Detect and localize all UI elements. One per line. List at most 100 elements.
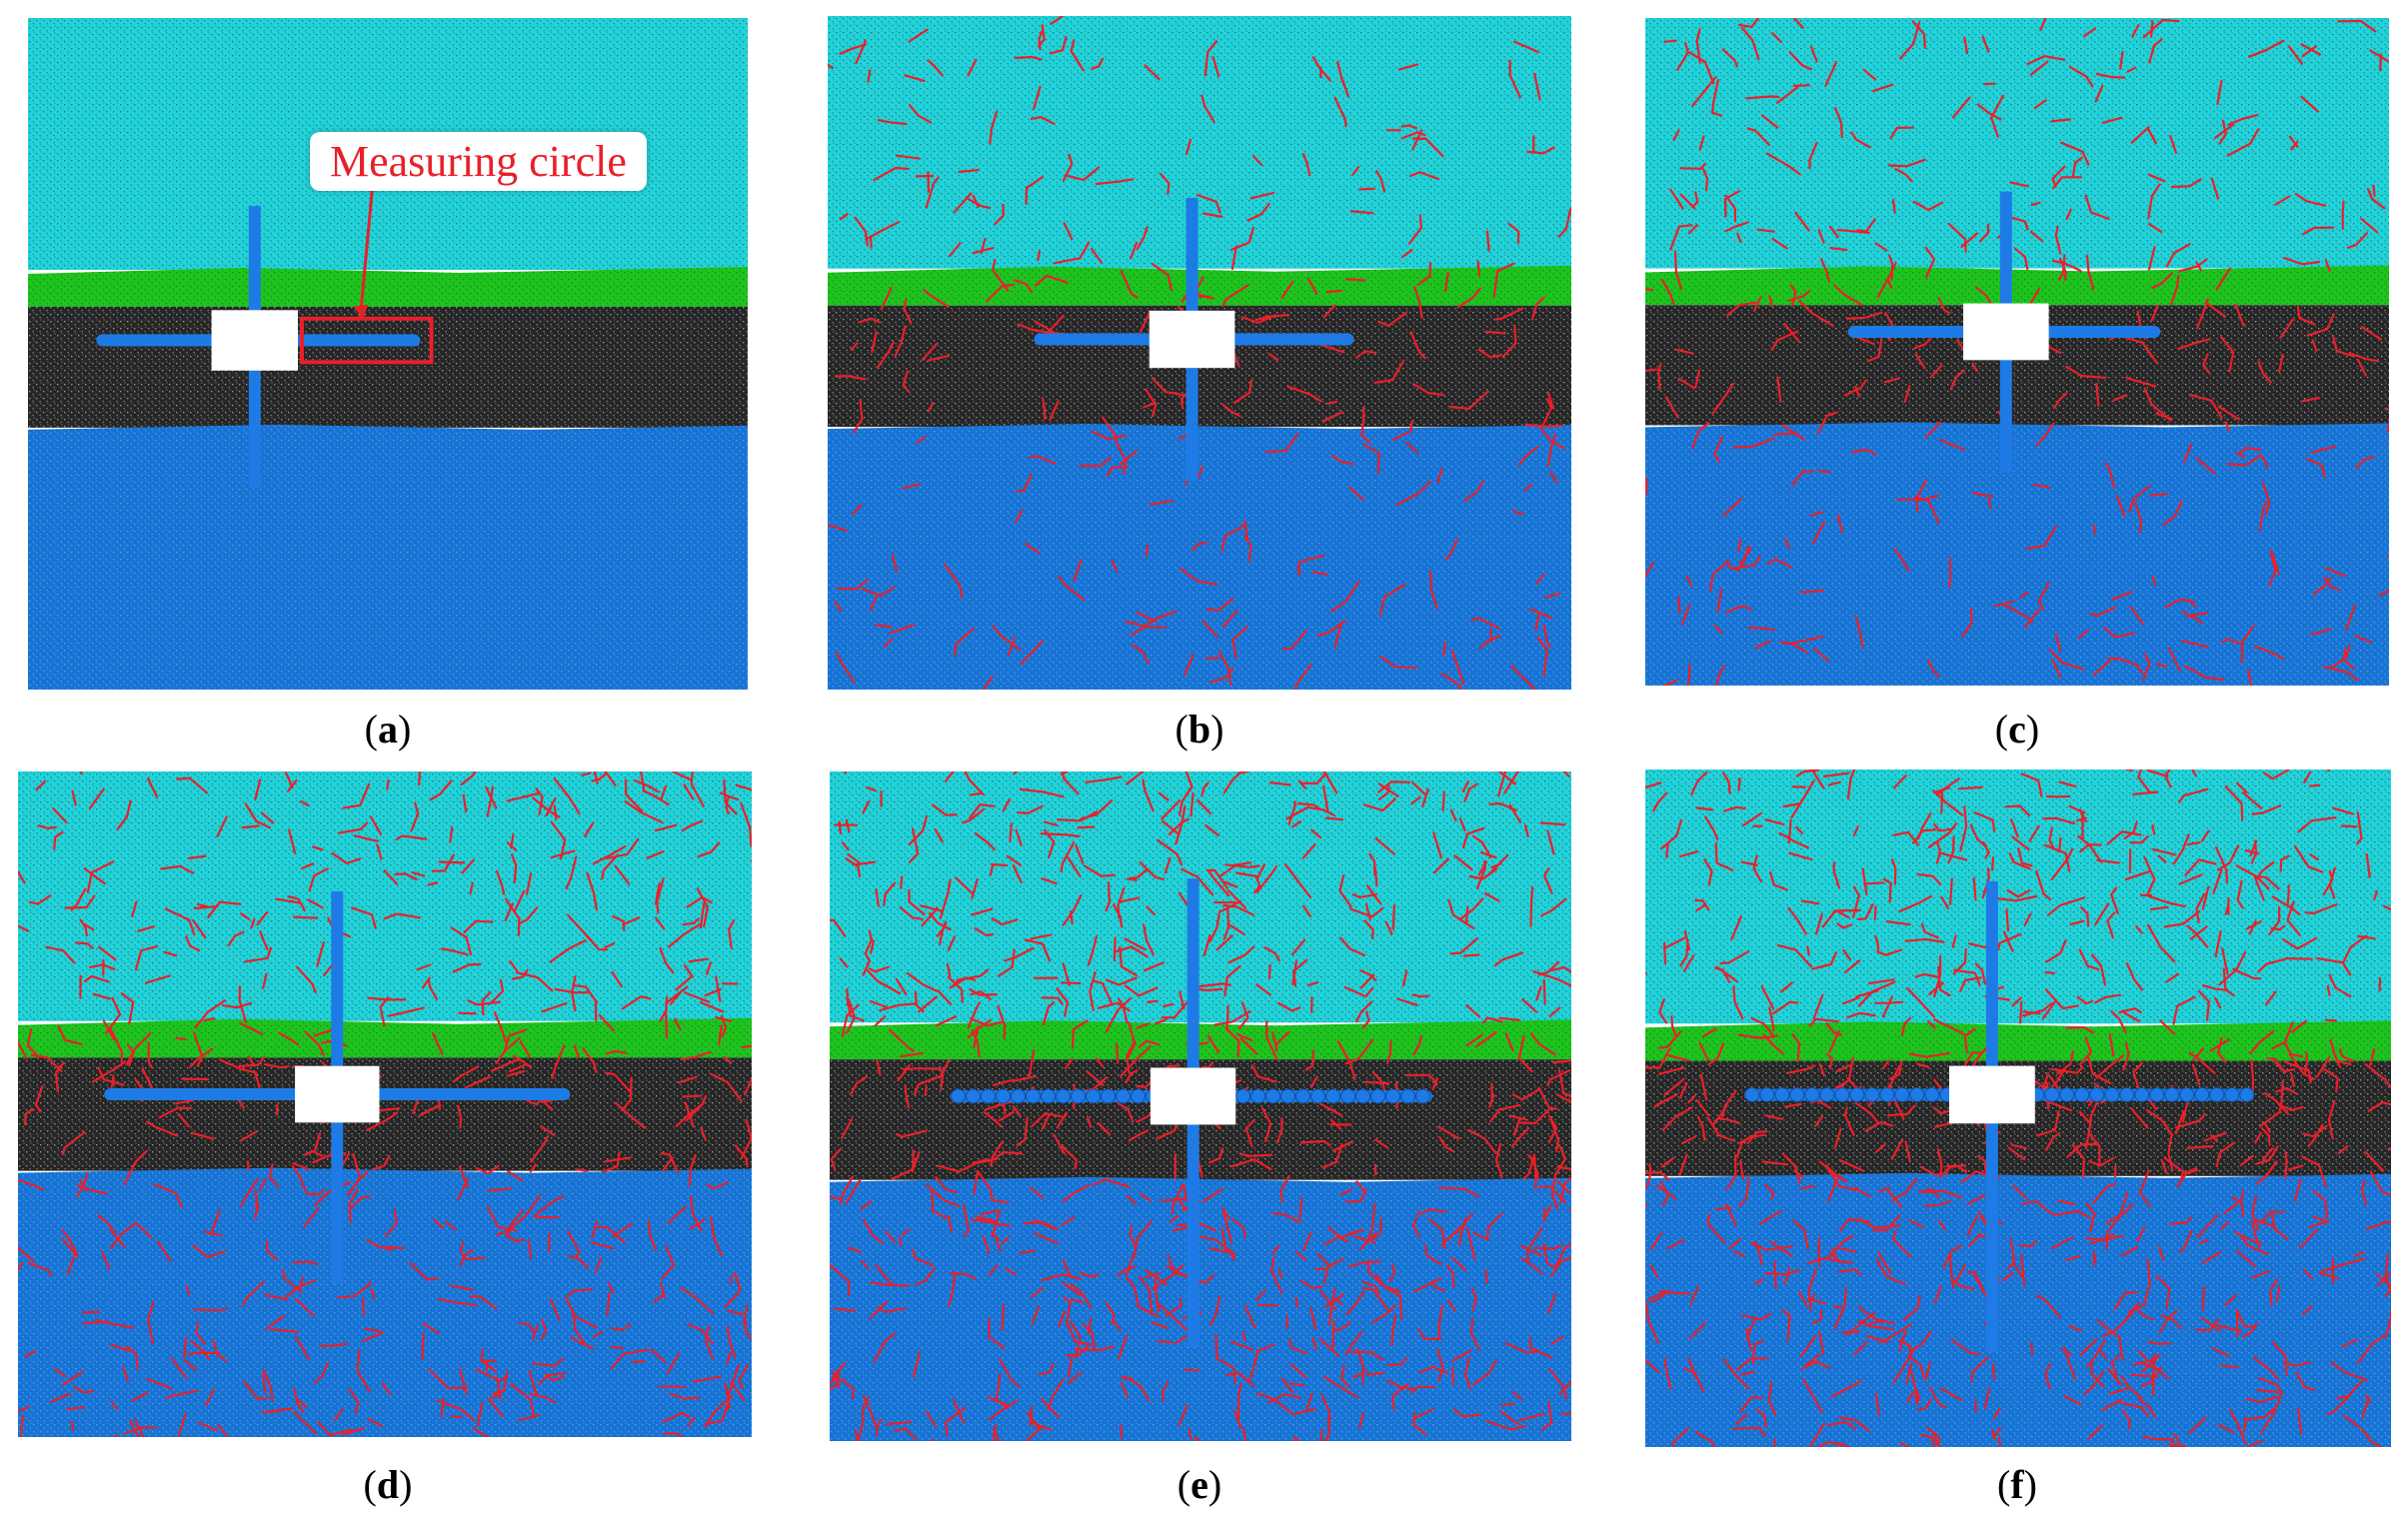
crack xyxy=(659,1385,687,1388)
crack xyxy=(505,1209,524,1239)
crack xyxy=(1739,545,1750,568)
crack xyxy=(1484,330,1506,335)
crack xyxy=(1477,860,1488,876)
crack xyxy=(2113,1290,2138,1310)
crack xyxy=(156,1240,172,1262)
crack xyxy=(450,1415,463,1419)
crack xyxy=(1144,610,1178,628)
crack xyxy=(126,1345,139,1371)
crack xyxy=(1378,584,1406,618)
crack xyxy=(2044,970,2056,974)
crack xyxy=(2026,55,2066,66)
crack xyxy=(2328,973,2352,998)
crack xyxy=(2087,1424,2103,1440)
crack xyxy=(1721,48,1738,68)
crack xyxy=(1679,163,1706,170)
crack xyxy=(2032,484,2051,489)
crack xyxy=(1411,1216,1420,1238)
crack xyxy=(1322,411,1343,423)
crack xyxy=(1236,771,1251,775)
crack xyxy=(2146,769,2169,777)
crack xyxy=(1233,379,1252,405)
crack xyxy=(2168,1444,2187,1447)
crack xyxy=(667,922,702,948)
crack xyxy=(908,104,933,124)
crack xyxy=(1843,379,1867,397)
crack xyxy=(2120,1375,2143,1400)
crack xyxy=(1711,382,1735,415)
crack xyxy=(1689,1285,1699,1305)
crack xyxy=(114,1432,118,1437)
crack xyxy=(1754,1241,1763,1265)
crack xyxy=(533,1194,565,1217)
crack xyxy=(1787,906,1807,935)
crack xyxy=(604,771,617,786)
crack xyxy=(2330,1361,2368,1382)
crack xyxy=(1054,241,1091,265)
crack xyxy=(207,900,242,918)
crack xyxy=(1808,142,1818,170)
crack xyxy=(1645,1358,1660,1374)
crack xyxy=(511,968,529,980)
crack xyxy=(554,987,591,994)
crack xyxy=(24,1107,34,1126)
crack xyxy=(2315,1055,2331,1078)
crack xyxy=(495,1036,521,1064)
crack xyxy=(1976,103,2002,121)
crack xyxy=(1547,1293,1557,1314)
excavation-block xyxy=(1150,1067,1236,1125)
crack xyxy=(1041,877,1058,885)
crack xyxy=(1658,997,1667,1024)
crack xyxy=(2261,456,2269,469)
crack xyxy=(1694,369,1700,389)
crack xyxy=(1105,997,1132,1033)
crack xyxy=(1764,1268,1801,1276)
crack xyxy=(2087,1055,2111,1084)
crack xyxy=(2126,66,2137,73)
crack xyxy=(462,793,468,813)
measuring-circle-dot xyxy=(1295,1088,1311,1104)
crack xyxy=(962,807,985,824)
crack xyxy=(2125,376,2157,388)
crack xyxy=(1277,1267,1282,1279)
crack xyxy=(1175,817,1190,845)
crack xyxy=(734,1144,749,1168)
crack xyxy=(2044,1363,2051,1390)
crack xyxy=(1227,889,1247,909)
crack xyxy=(1205,597,1234,613)
crack xyxy=(1991,856,1995,871)
crack xyxy=(1305,1392,1313,1410)
crack xyxy=(1031,1111,1066,1127)
crack xyxy=(1696,1115,1706,1141)
crack xyxy=(2012,1184,2028,1199)
crack xyxy=(830,918,847,937)
crack xyxy=(1886,279,1893,290)
crack xyxy=(1154,1018,1168,1025)
crack xyxy=(1556,1093,1571,1104)
crack xyxy=(131,900,138,918)
crack xyxy=(1116,1042,1120,1064)
crack xyxy=(1645,1163,1652,1189)
crack xyxy=(1746,127,1770,146)
excavation-block xyxy=(211,310,298,371)
crack xyxy=(680,1286,715,1315)
crack xyxy=(550,849,576,859)
crack xyxy=(317,1420,354,1437)
crack xyxy=(1222,772,1239,794)
crack xyxy=(604,1156,632,1163)
crack xyxy=(1552,1059,1571,1064)
crack xyxy=(2322,1067,2339,1093)
crack xyxy=(2051,659,2062,679)
crack xyxy=(875,1264,893,1285)
crack xyxy=(1126,1194,1137,1205)
measuring-circle-dot xyxy=(2179,1086,2195,1102)
crack xyxy=(2108,1387,2128,1395)
crack xyxy=(1224,1027,1240,1058)
crack xyxy=(723,1382,731,1413)
crack xyxy=(2357,359,2367,377)
crack xyxy=(1886,1104,1916,1117)
crack xyxy=(1560,1412,1571,1416)
crack xyxy=(1645,288,1654,292)
crack xyxy=(2151,272,2173,289)
crack xyxy=(605,837,640,860)
